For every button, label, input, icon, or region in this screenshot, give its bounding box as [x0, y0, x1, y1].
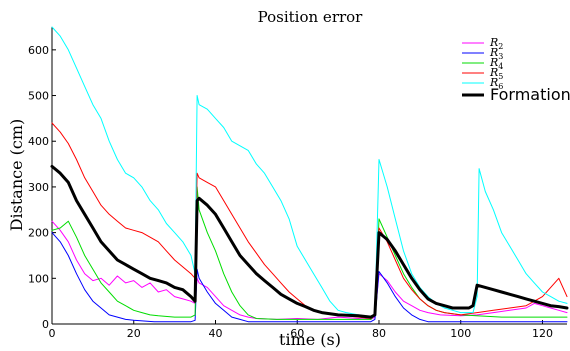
y-tick-label: 300: [28, 181, 49, 194]
legend-label-subscript: 4: [498, 62, 503, 71]
series-group: [50, 26, 569, 323]
legend-label-subscript: 3: [498, 52, 503, 61]
y-tick-label: 100: [28, 272, 49, 285]
axis-ticks: 0 20 40 60 80 100 120 0 100 200 300 400 500 600: [28, 44, 553, 340]
legend-label-base: R: [489, 66, 498, 79]
legend-label-subscript: 5: [498, 72, 503, 81]
series-line-r5: [51, 122, 568, 319]
legend-label-base: R: [489, 56, 498, 69]
y-tick-label: 200: [28, 227, 49, 240]
legend-label-base: R: [489, 36, 498, 49]
legend-label: R2: [489, 36, 503, 51]
legend-label-base: R: [489, 46, 498, 59]
x-tick-label: 40: [208, 327, 222, 340]
y-tick-label: 500: [28, 90, 49, 103]
series-line-r2: [51, 220, 568, 320]
legend-label-base: Formation: [490, 85, 570, 104]
series-line-formation: [50, 164, 569, 319]
chart-title: Position error: [258, 8, 364, 26]
y-tick-label: 0: [42, 318, 49, 331]
series-line-r6: [51, 26, 568, 318]
legend-label: Formation: [490, 85, 570, 104]
x-tick-label: 120: [532, 327, 553, 340]
legend-label-base: R: [489, 76, 498, 89]
legend-label: R5: [489, 66, 503, 81]
series-line-r4: [51, 186, 568, 320]
y-tick-label: 400: [28, 135, 49, 148]
x-tick-label: 60: [290, 327, 304, 340]
legend-label-subscript: 2: [498, 42, 503, 51]
y-axis-label: Distance (cm): [7, 119, 26, 232]
legend-label-subscript: 6: [498, 82, 503, 91]
x-tick-label: 100: [450, 327, 471, 340]
series-line-r3: [51, 232, 568, 323]
plot-area: 0 20 40 60 80 100 120 0 100 200 300 400 500 600: [28, 26, 569, 340]
legend-label: R4: [489, 56, 503, 71]
x-tick-label: 0: [49, 327, 56, 340]
y-tick-label: 600: [28, 44, 49, 57]
legend-label: R3: [489, 46, 503, 61]
x-tick-label: 80: [372, 327, 386, 340]
x-tick-label: 20: [127, 327, 141, 340]
legend-label: R6: [489, 76, 503, 91]
x-axis-label: time (s): [279, 330, 341, 349]
